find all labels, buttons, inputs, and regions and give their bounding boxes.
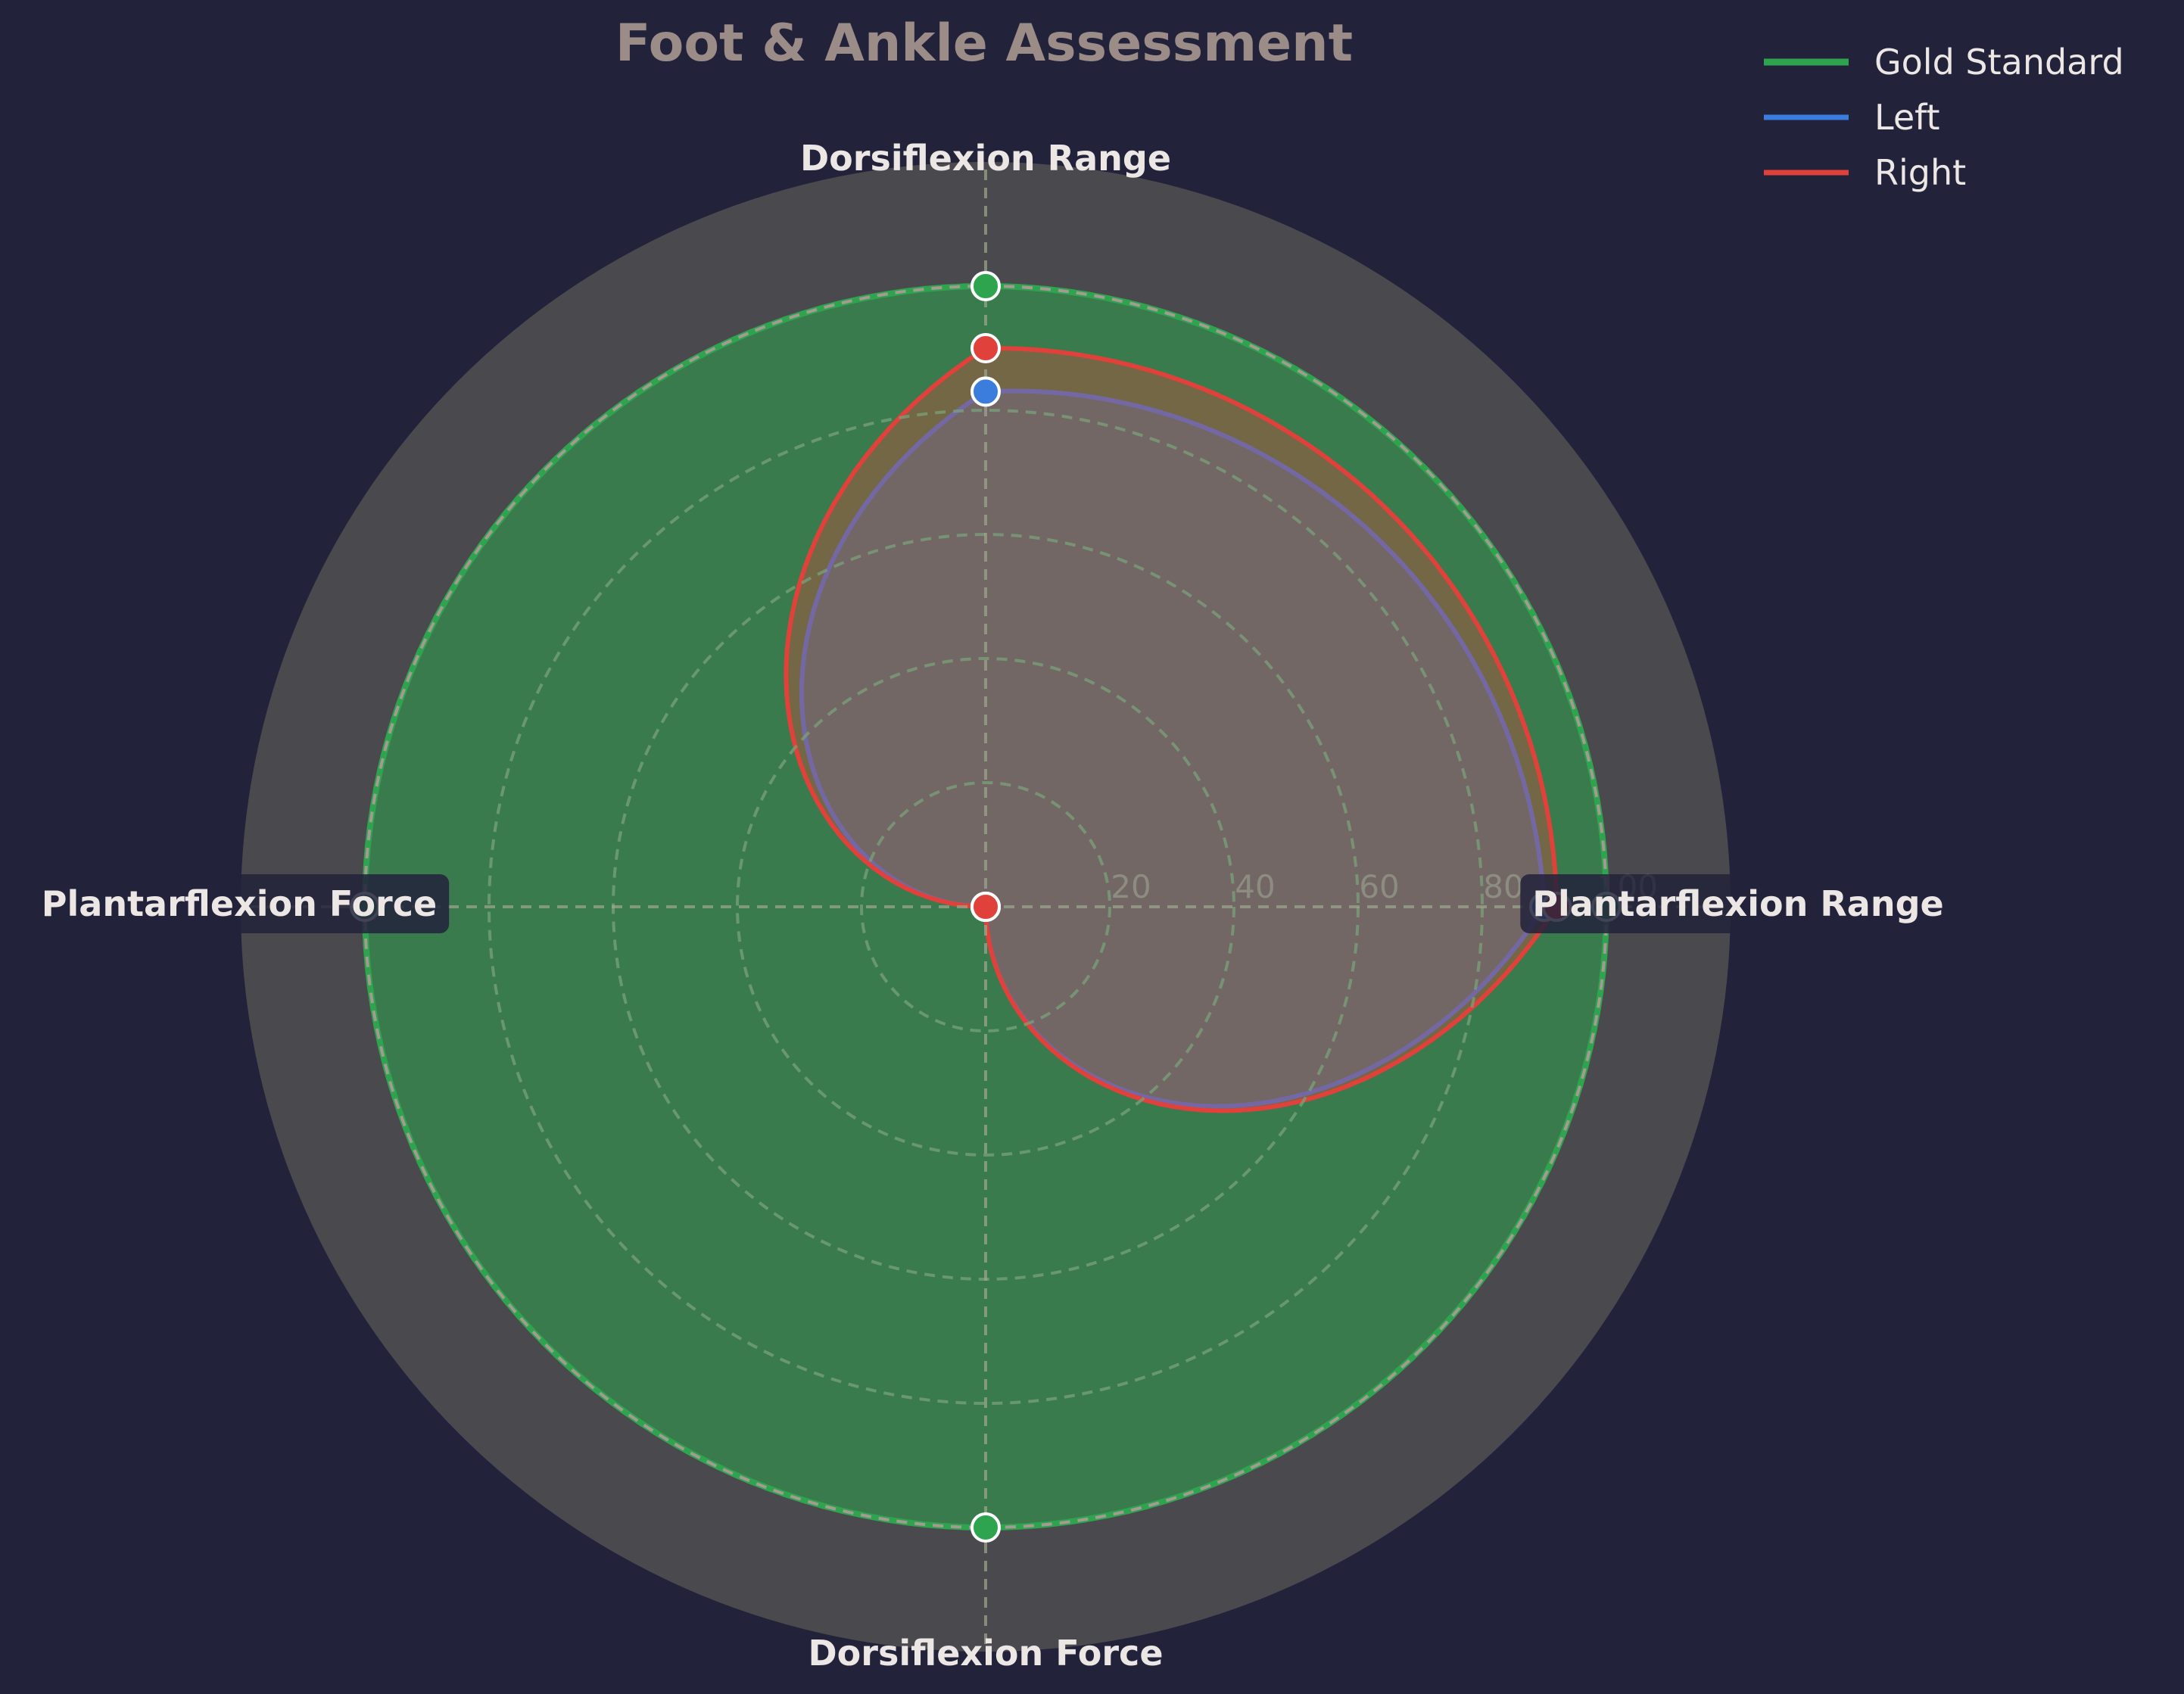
axis-label-text: Dorsiflexion Range: [800, 138, 1171, 179]
legend-item-left: Left: [1764, 97, 1940, 138]
axis-label-box: [29, 874, 450, 933]
r-tick-label: 20: [1111, 868, 1151, 905]
legend-label: Gold Standard: [1874, 42, 2124, 83]
axis-label-text: Dorsiflexion Force: [808, 1633, 1163, 1674]
axis-label-plantarflexion-range: Plantarflexion Range: [1520, 874, 1956, 933]
legend-label: Right: [1874, 152, 1966, 193]
series-line: [799, 388, 1547, 1109]
axis-label-dorsiflexion-force: Dorsiflexion Force: [808, 1633, 1163, 1674]
axis-label-text: Plantarflexion Force: [42, 883, 437, 924]
data-point: [970, 1512, 1001, 1543]
data-point: [970, 271, 1001, 301]
legend-label: Left: [1874, 97, 1940, 138]
data-point: [970, 376, 1001, 407]
grid-circle: [860, 781, 1111, 1032]
r-tick-label: 80: [1483, 868, 1523, 905]
legend: Gold Standard Left Right: [1764, 42, 2124, 193]
series-line: [784, 346, 1559, 1113]
legend-item-right: Right: [1764, 152, 1966, 193]
series-fill: [786, 348, 1557, 1111]
grid-circle: [736, 657, 1235, 1157]
data-point: [970, 333, 1001, 363]
chart-title: Foot & Ankle Assessment: [615, 14, 1353, 73]
legend-item-gold-standard: Gold Standard: [1764, 42, 2124, 83]
data-point: [970, 892, 1001, 922]
axis-label-dorsiflexion-range: Dorsiflexion Range: [800, 138, 1171, 179]
series-right: [784, 346, 1559, 1113]
axis-label-box: [1520, 874, 1956, 933]
r-tick-label: 40: [1235, 868, 1275, 905]
axis-label-text: Plantarflexion Range: [1532, 883, 1943, 924]
plot-area: 20406080100Dorsiflexion RangePlantarflex…: [29, 138, 1956, 1674]
r-tick-label: 60: [1359, 868, 1399, 905]
axis-label-plantarflexion-force: Plantarflexion Force: [29, 874, 450, 933]
